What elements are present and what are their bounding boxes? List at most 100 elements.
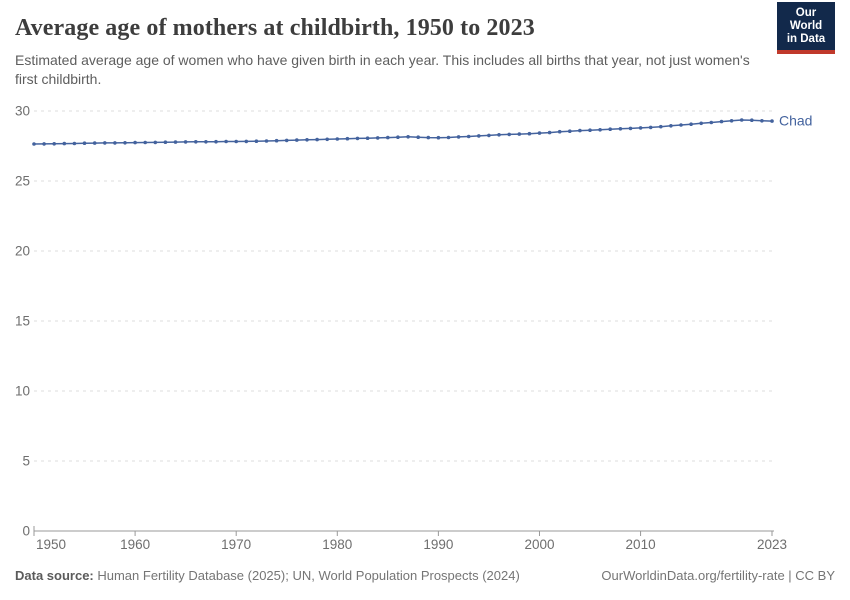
series-label-chad: Chad	[779, 113, 812, 129]
chart-footer: Data source: Human Fertility Database (2…	[15, 567, 835, 584]
data-point-marker[interactable]	[284, 138, 289, 143]
data-point-marker[interactable]	[426, 135, 431, 140]
data-point-marker[interactable]	[214, 139, 218, 144]
chart-header: Average age of mothers at childbirth, 19…	[15, 14, 835, 89]
data-point-marker[interactable]	[274, 138, 279, 143]
line-chart[interactable]: 0 5 10 15 20 25 30 1950 1960 1970 1980 1990 2000 2010…	[0, 95, 850, 555]
data-point-marker[interactable]	[113, 141, 117, 145]
data-point-marker[interactable]	[295, 138, 299, 142]
data-point-marker[interactable]	[143, 140, 147, 145]
data-point-marker[interactable]	[507, 132, 512, 137]
data-point-marker[interactable]	[386, 135, 390, 140]
data-point-marker[interactable]	[487, 133, 491, 138]
data-point-marker[interactable]	[648, 125, 653, 130]
y-axis-tick-label: 15	[15, 314, 30, 329]
data-point-marker[interactable]	[568, 129, 572, 133]
data-point-marker[interactable]	[234, 139, 238, 144]
data-point-marker[interactable]	[750, 118, 754, 122]
data-point-marker[interactable]	[608, 127, 612, 131]
y-axis-tick-label: 5	[22, 454, 30, 469]
data-point-marker[interactable]	[396, 135, 400, 139]
data-point-marker[interactable]	[325, 137, 330, 142]
data-point-marker[interactable]	[42, 142, 46, 146]
y-axis-tick-label: 25	[15, 174, 30, 189]
data-point-marker[interactable]	[305, 138, 309, 142]
data-point-marker[interactable]	[709, 120, 714, 125]
data-point-marker[interactable]	[760, 119, 764, 123]
series-line-chad	[33, 119, 773, 145]
data-point-marker[interactable]	[123, 141, 127, 145]
data-point-marker[interactable]	[365, 136, 370, 140]
owid-logo-line2: in Data	[786, 33, 826, 45]
data-point-marker[interactable]	[355, 136, 360, 141]
data-point-marker[interactable]	[92, 141, 97, 145]
data-point-marker[interactable]	[436, 135, 441, 140]
data-point-marker[interactable]	[618, 127, 623, 131]
x-axis-tick-label: 1950	[36, 537, 66, 552]
data-point-marker[interactable]	[497, 133, 501, 137]
data-point-marker[interactable]	[244, 139, 249, 144]
data-point-marker[interactable]	[163, 140, 168, 144]
data-point-marker[interactable]	[679, 123, 683, 127]
data-point-marker[interactable]	[416, 135, 421, 139]
data-point-marker[interactable]	[72, 141, 77, 146]
data-source-label: Data source:	[15, 568, 94, 583]
data-point-marker[interactable]	[335, 137, 340, 141]
data-point-marker[interactable]	[659, 124, 663, 129]
x-axis-tick-label: 1990	[423, 537, 453, 552]
data-point-marker[interactable]	[264, 139, 269, 143]
data-point-marker[interactable]	[739, 118, 744, 122]
data-point-marker[interactable]	[598, 128, 602, 132]
data-point-marker[interactable]	[456, 135, 461, 139]
data-point-marker[interactable]	[345, 136, 350, 141]
data-point-marker[interactable]	[588, 128, 592, 132]
data-point-marker[interactable]	[719, 119, 724, 124]
data-point-marker[interactable]	[315, 137, 319, 142]
x-axis-tick-label: 1980	[322, 537, 352, 552]
data-point-marker[interactable]	[183, 140, 188, 144]
data-point-marker[interactable]	[669, 124, 673, 128]
data-point-marker[interactable]	[628, 126, 633, 131]
owid-logo[interactable]: Our World in Data	[777, 2, 835, 54]
data-point-marker[interactable]	[204, 140, 208, 144]
data-point-marker[interactable]	[173, 140, 178, 144]
data-point-marker[interactable]	[254, 139, 259, 143]
data-point-marker[interactable]	[466, 134, 471, 139]
data-point-marker[interactable]	[547, 130, 552, 135]
data-point-marker[interactable]	[446, 135, 451, 140]
data-source-text: Human Fertility Database (2025); UN, Wor…	[93, 568, 520, 583]
x-axis-tick-label: 1970	[221, 537, 251, 552]
data-point-marker[interactable]	[527, 131, 532, 136]
owid-license-link[interactable]: OurWorldinData.org/fertility-rate | CC B…	[601, 568, 835, 583]
data-point-marker[interactable]	[52, 142, 56, 146]
data-point-marker[interactable]	[32, 142, 36, 146]
data-point-marker[interactable]	[557, 129, 562, 134]
data-point-marker[interactable]	[103, 141, 107, 145]
y-axis-tick-label: 20	[15, 244, 30, 259]
data-point-marker[interactable]	[224, 139, 228, 144]
data-point-marker[interactable]	[699, 121, 703, 126]
data-point-marker[interactable]	[638, 126, 643, 130]
owid-logo-line1: Our World	[789, 7, 823, 32]
y-axis-tick-label: 10	[15, 384, 30, 399]
data-point-marker[interactable]	[537, 131, 542, 135]
data-point-marker[interactable]	[477, 134, 481, 138]
data-point-marker[interactable]	[729, 119, 734, 123]
x-axis-tick-label: 1960	[120, 537, 150, 552]
data-point-marker[interactable]	[517, 132, 522, 136]
data-point-marker[interactable]	[62, 141, 67, 146]
data-point-marker[interactable]	[375, 136, 380, 140]
data-point-marker[interactable]	[133, 140, 137, 145]
data-point-marker[interactable]	[82, 141, 87, 145]
data-point-marker[interactable]	[770, 119, 774, 123]
data-point-marker[interactable]	[406, 135, 410, 139]
chart-svg[interactable]: 0 5 10 15 20 25 30 1950 1960 1970 1980 1990 2000 2010…	[0, 95, 850, 555]
chart-title: Average age of mothers at childbirth, 19…	[15, 15, 535, 41]
data-point-marker[interactable]	[578, 128, 582, 133]
data-point-marker[interactable]	[153, 140, 158, 145]
data-point-marker[interactable]	[194, 140, 198, 144]
x-axis-tick-label: 2023	[757, 537, 787, 552]
data-source-note: Data source: Human Fertility Database (2…	[15, 567, 520, 584]
data-point-marker[interactable]	[689, 122, 693, 126]
x-axis-tick-label: 2010	[626, 537, 656, 552]
